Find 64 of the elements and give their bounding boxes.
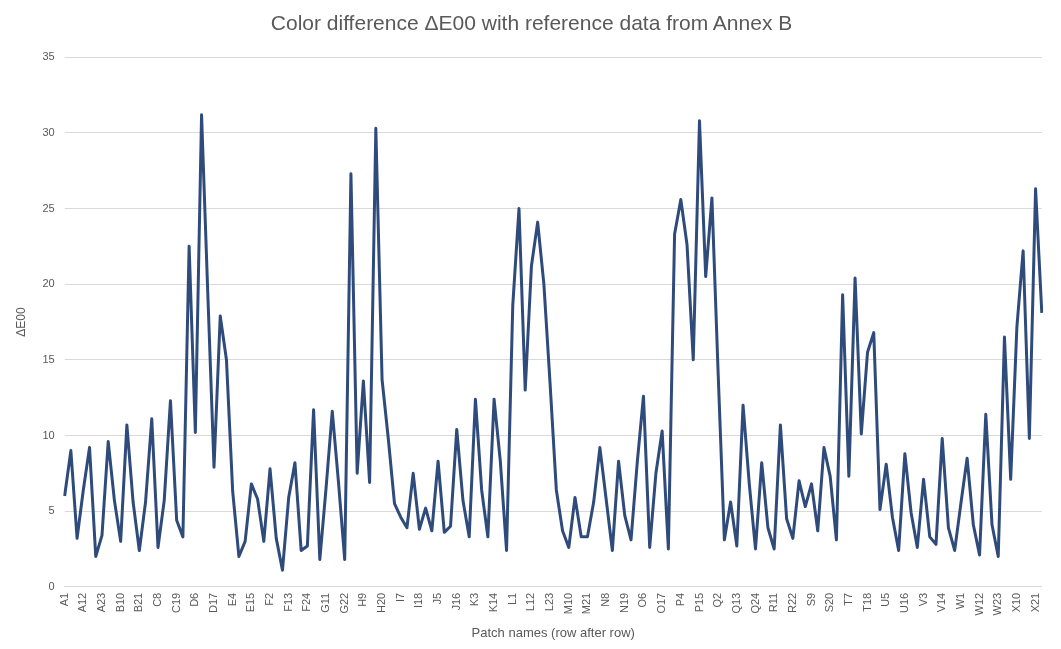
x-axis-title: Patch names (row after row)	[471, 624, 635, 640]
x-tick-label: V14	[935, 592, 948, 613]
x-tick-label: L23	[543, 592, 556, 612]
x-tick-label: X10	[1009, 592, 1022, 613]
x-tick-label: A23	[95, 592, 108, 613]
y-tick-label: 15	[42, 352, 55, 365]
x-tick-label: R11	[767, 592, 780, 613]
x-tick-label: L1	[505, 592, 518, 606]
x-tick-label: F2	[263, 592, 276, 606]
x-tick-label: D6	[188, 592, 201, 607]
x-tick-label: K3	[468, 592, 481, 607]
x-tick-label: T18	[860, 592, 873, 612]
x-tick-label: W23	[991, 592, 1004, 616]
x-tick-label: M10	[561, 592, 574, 615]
x-tick-label: M21	[580, 592, 593, 615]
x-tick-label: G11	[319, 592, 332, 613]
y-tick-label: 30	[42, 125, 55, 138]
x-tick-label: T7	[841, 592, 854, 606]
x-tick-label: K14	[487, 592, 500, 613]
x-tick-label: E15	[244, 592, 257, 613]
x-tick-label: A12	[76, 592, 89, 613]
y-tick-label: 5	[48, 504, 55, 517]
x-tick-label: W1	[953, 592, 966, 610]
x-tick-label: O17	[655, 592, 668, 614]
x-tick-label: L12	[524, 592, 537, 612]
x-tick-label: H9	[356, 592, 369, 607]
x-tick-label: B21	[132, 592, 145, 613]
x-tick-label: Q13	[729, 592, 742, 614]
x-tick-label: S9	[804, 592, 817, 607]
x-tick-label: P15	[692, 592, 705, 613]
x-tick-label: G22	[337, 592, 350, 614]
x-tick-label: O6	[636, 592, 649, 608]
x-tick-label: H20	[375, 592, 388, 613]
y-tick-label: 0	[48, 579, 55, 592]
x-tick-label: U5	[879, 592, 892, 607]
y-tick-label: 10	[42, 428, 55, 441]
x-tick-label: J16	[449, 592, 462, 611]
y-tick-label: 35	[42, 50, 55, 63]
x-tick-label: P4	[673, 592, 686, 607]
x-tick-label: N19	[617, 592, 630, 613]
x-tick-label: C19	[169, 592, 182, 613]
x-tick-label: X21	[1028, 592, 1041, 613]
chart-title: Color difference ΔE00 with reference data from Annex B	[270, 11, 793, 35]
x-tick-label: W12	[972, 592, 985, 616]
x-tick-label: F13	[281, 592, 294, 612]
x-tick-label: E4	[225, 592, 238, 607]
y-tick-label: 20	[42, 277, 55, 290]
x-tick-label: V3	[916, 592, 929, 607]
x-tick-label: R22	[785, 592, 798, 613]
x-tick-label: N8	[599, 592, 612, 607]
x-tick-label: Q2	[711, 592, 724, 608]
x-tick-label: I18	[412, 592, 425, 609]
x-tick-label: C8	[151, 592, 164, 607]
x-tick-label: F24	[300, 592, 313, 612]
x-tick-label: U16	[897, 592, 910, 613]
x-tick-label: S20	[823, 592, 836, 613]
x-tick-label: A1	[57, 592, 70, 607]
x-tick-label: D17	[207, 592, 220, 613]
x-tick-label: I7	[393, 592, 406, 602]
y-axis-title: ΔE00	[13, 306, 28, 337]
x-tick-label: B10	[113, 592, 126, 613]
x-tick-label: J5	[431, 592, 444, 605]
x-tick-label: Q24	[748, 592, 761, 614]
y-tick-label: 25	[42, 201, 55, 214]
